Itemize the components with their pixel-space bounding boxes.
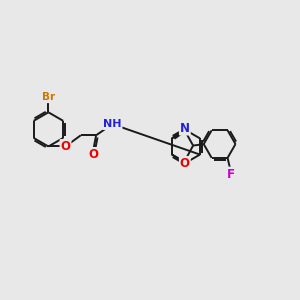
Text: N: N (180, 122, 190, 135)
Text: O: O (180, 157, 190, 170)
Text: F: F (226, 168, 235, 181)
Text: O: O (88, 148, 98, 161)
Text: O: O (61, 140, 70, 153)
Text: Br: Br (42, 92, 55, 102)
Text: NH: NH (103, 119, 122, 129)
